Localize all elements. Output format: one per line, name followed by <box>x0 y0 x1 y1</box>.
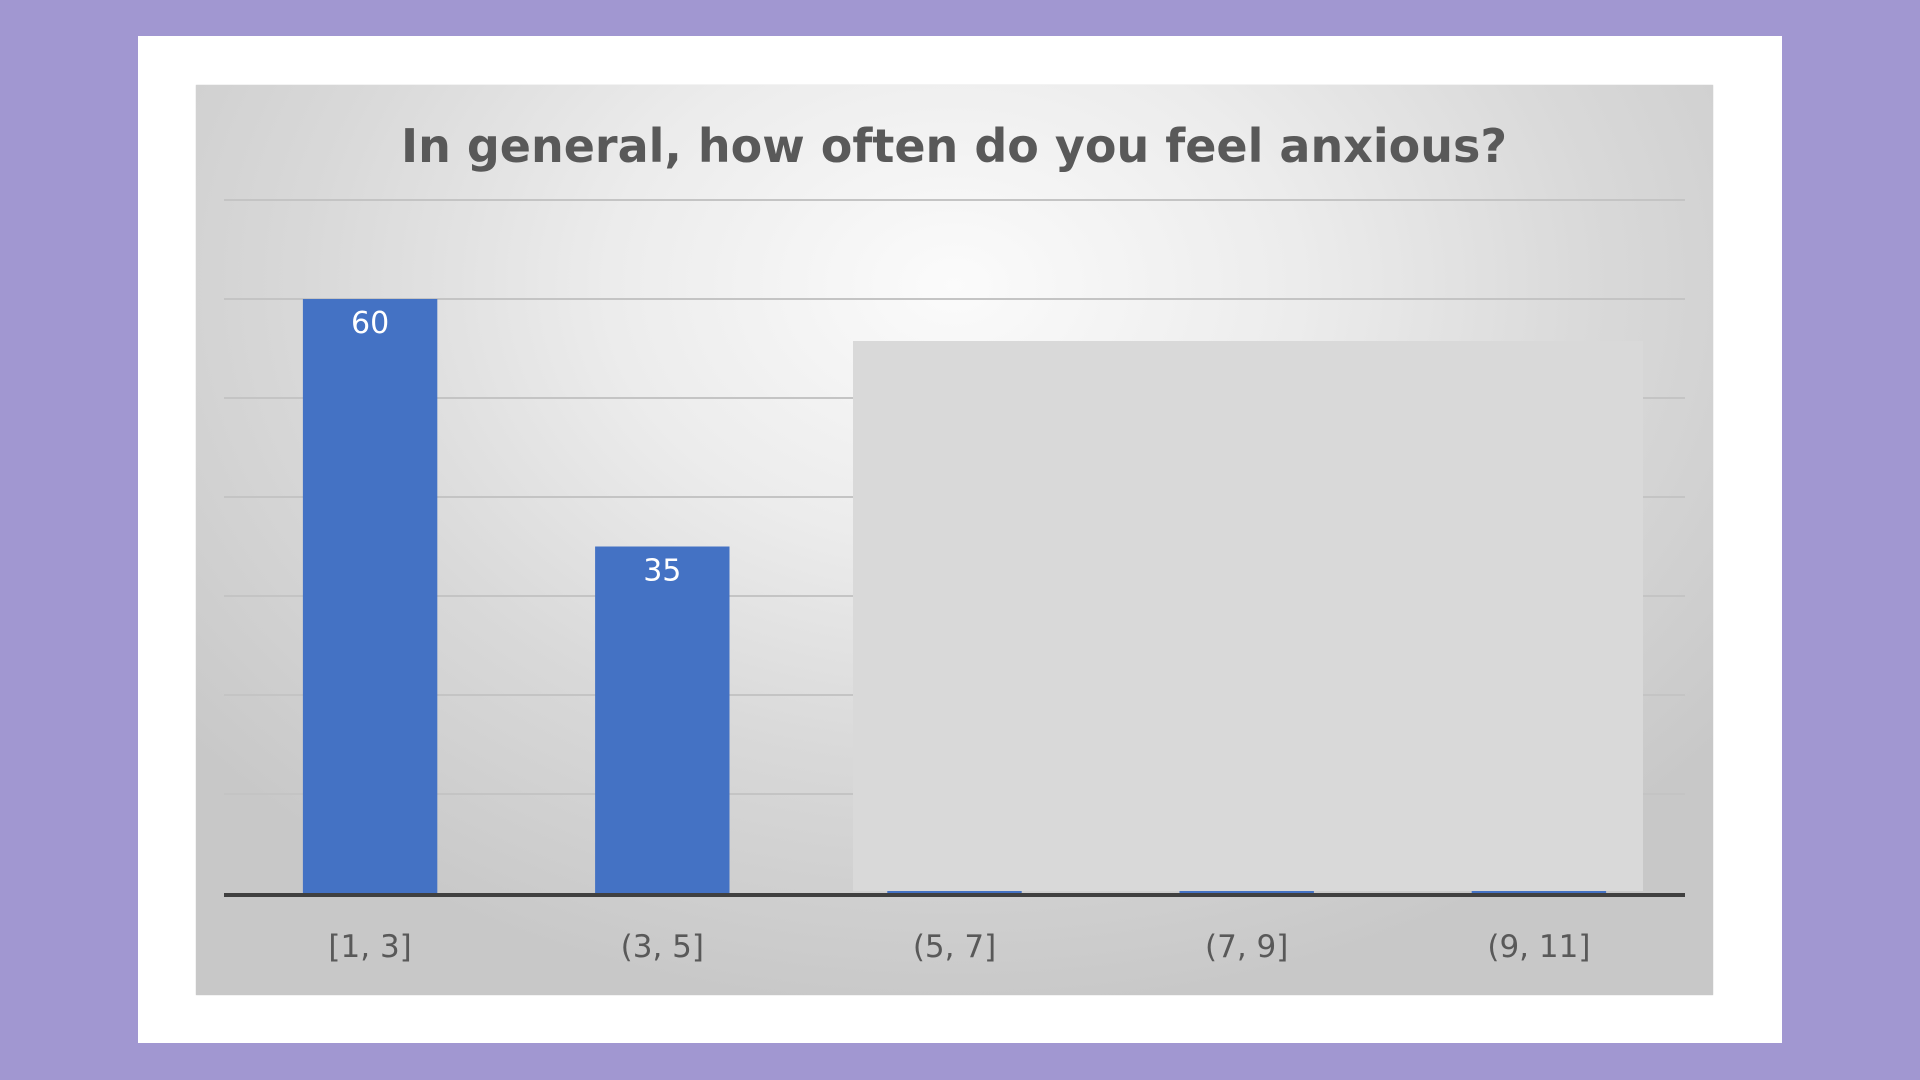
x-tick-label-3: (5, 7] <box>913 929 996 965</box>
bar-4 <box>1179 890 1314 893</box>
bars <box>302 299 1607 893</box>
bar-3 <box>887 890 1022 893</box>
bar-2 <box>595 546 730 893</box>
x-tick-label-1: [1, 3] <box>328 929 411 965</box>
data-label-1: 60 <box>351 306 389 341</box>
bar-5 <box>1471 890 1607 893</box>
x-tick-label-4: (7, 9] <box>1205 929 1288 965</box>
bar-1 <box>302 299 438 893</box>
chart-area: 60 35 [1, 3] (3, 5] (5, 7] (7, 9] (9, 11] In … <box>196 85 1713 995</box>
chart-title: In general, how often do you feel anxiou… <box>401 119 1507 173</box>
occluding-overlay <box>853 341 1643 891</box>
data-label-2: 35 <box>643 554 681 589</box>
x-axis-tick-labels: [1, 3] (3, 5] (5, 7] (7, 9] (9, 11] <box>328 929 1590 965</box>
data-labels: 60 35 <box>351 306 681 589</box>
x-tick-label-2: (3, 5] <box>621 929 704 965</box>
x-tick-label-5: (9, 11] <box>1487 929 1590 965</box>
bar-chart: 60 35 [1, 3] (3, 5] (5, 7] (7, 9] (9, 11] In … <box>224 119 1685 965</box>
